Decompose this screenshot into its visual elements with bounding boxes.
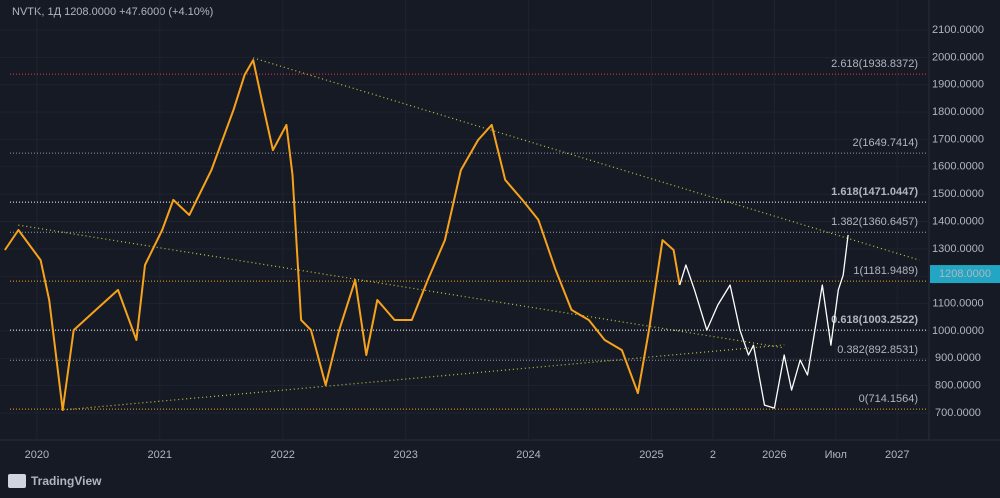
- y-tick-label: 1900.0000: [932, 79, 984, 91]
- trendline: [62, 344, 785, 411]
- y-tick-label: 1000.0000: [932, 325, 984, 337]
- last-price-label: 1208.0000: [939, 268, 991, 280]
- x-tick-label: 2023: [393, 449, 417, 461]
- fib-level-label: 0(714.1564): [859, 393, 918, 405]
- x-tick-label: 2024: [516, 449, 540, 461]
- trendline: [253, 57, 920, 261]
- fib-level-label: 0.382(892.8531): [837, 344, 918, 356]
- x-tick-label: 2025: [639, 449, 663, 461]
- fib-level-label: 1.618(1471.0447): [831, 186, 918, 198]
- x-tick-label: 2: [710, 449, 716, 461]
- fib-level-label: 1.382(1360.6457): [831, 216, 918, 228]
- price-line: [4, 59, 681, 411]
- brand: TradingView: [31, 474, 102, 488]
- x-tick-label: 2022: [270, 449, 294, 461]
- x-tick-label: 2026: [762, 449, 786, 461]
- price-line: [679, 234, 849, 409]
- y-tick-label: 1100.0000: [932, 298, 983, 310]
- x-tick-label: 2020: [25, 449, 49, 461]
- y-tick-label: 2000.0000: [932, 51, 984, 63]
- y-tick-label: 1400.0000: [932, 215, 984, 227]
- x-tick-label: 2027: [885, 449, 909, 461]
- y-tick-label: 900.0000: [935, 352, 981, 364]
- brand-logo: [8, 474, 26, 488]
- x-tick-label: Июл: [825, 449, 847, 461]
- chart-title: NVTK, 1Д 1208.0000 +47.6000 (+4.10%): [12, 6, 213, 18]
- y-tick-label: 1600.0000: [932, 161, 984, 173]
- y-tick-label: 700.0000: [935, 407, 981, 419]
- y-tick-label: 2100.0000: [932, 24, 984, 36]
- y-tick-label: 800.0000: [935, 380, 981, 392]
- x-tick-label: 2021: [148, 449, 172, 461]
- fib-level-label: 1(1181.9489): [853, 265, 918, 277]
- y-tick-label: 1800.0000: [932, 106, 984, 118]
- fib-level-label: 2(1649.7414): [853, 137, 918, 149]
- y-tick-label: 1300.0000: [932, 243, 984, 255]
- y-tick-label: 1700.0000: [932, 133, 984, 145]
- y-tick-label: 1500.0000: [932, 188, 984, 200]
- last-price-badge: [930, 265, 1000, 284]
- fib-level-label: 0.618(1003.2522): [831, 314, 918, 326]
- fib-level-label: 2.618(1938.8372): [831, 58, 918, 70]
